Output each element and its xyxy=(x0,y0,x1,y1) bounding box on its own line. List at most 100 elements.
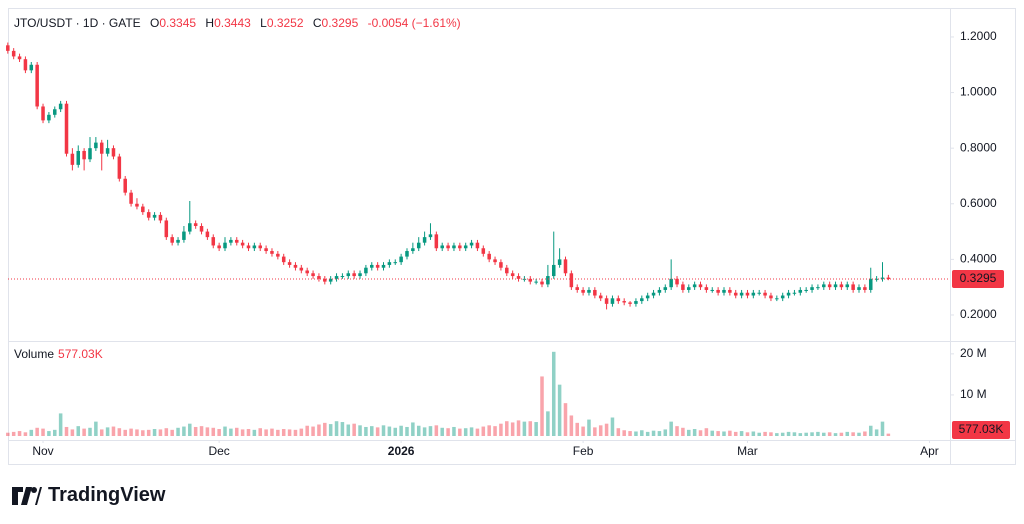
volume-bar xyxy=(323,422,327,436)
volume-bar xyxy=(505,421,509,436)
candle-body xyxy=(199,226,204,232)
candle-body xyxy=(381,264,386,268)
candle-body xyxy=(23,59,28,71)
candle-body xyxy=(463,245,468,249)
ohlc-key: C xyxy=(312,16,322,30)
volume-bar xyxy=(299,428,304,436)
candle-body xyxy=(158,214,163,221)
candle-body xyxy=(240,242,245,246)
volume-bar xyxy=(211,427,216,436)
volume-bar xyxy=(229,428,233,436)
candle-body xyxy=(751,292,756,296)
volume-bar xyxy=(540,376,544,436)
volume-bar xyxy=(469,427,474,436)
volume-bar xyxy=(381,425,386,436)
candle-body xyxy=(129,192,133,204)
volume-bar xyxy=(886,433,891,436)
x-tick-label: Dec xyxy=(208,444,229,458)
volume-bar xyxy=(276,429,280,436)
volume-bar xyxy=(29,429,34,436)
volume-bar xyxy=(698,430,703,436)
candle-body xyxy=(868,278,873,290)
candle-body xyxy=(58,103,63,110)
candle-body xyxy=(827,284,832,288)
candle-body xyxy=(804,289,808,291)
volume-bar xyxy=(370,426,374,436)
candle-body xyxy=(146,212,151,218)
volume-bar xyxy=(563,403,568,436)
candle-body xyxy=(510,273,515,277)
symbol: JTO/USDT · 1D · GATE xyxy=(14,16,141,30)
volume-bar xyxy=(569,415,574,436)
candle-body xyxy=(886,277,891,279)
volume-bar xyxy=(434,425,439,436)
candle-body xyxy=(733,292,738,296)
volume-bar xyxy=(557,384,562,436)
candle-body xyxy=(645,295,650,299)
volume-bar xyxy=(534,422,538,436)
volume-bar xyxy=(681,427,685,436)
candle-body xyxy=(628,302,632,304)
candle-body xyxy=(281,256,286,263)
volume-bar xyxy=(493,426,497,436)
volume-bar xyxy=(528,421,533,436)
volume-bar xyxy=(874,429,879,436)
x-tick-label: Mar xyxy=(737,444,758,458)
volume-bar xyxy=(270,428,274,436)
candle-body xyxy=(105,148,110,154)
volume-bar xyxy=(41,428,45,436)
candle-body xyxy=(857,287,861,290)
y-tick-label: 0.4000 xyxy=(960,252,997,266)
volume-bar xyxy=(804,432,808,436)
candle-body xyxy=(863,287,867,290)
candle-body xyxy=(311,273,315,277)
candle-body xyxy=(663,287,668,290)
volume-bar xyxy=(317,424,321,436)
candle-body xyxy=(188,223,192,232)
candle-body xyxy=(763,292,767,296)
candle-body xyxy=(375,264,380,268)
candle-body xyxy=(534,281,538,283)
candle-body xyxy=(458,245,462,249)
candle-body xyxy=(205,231,210,238)
candle-body xyxy=(780,295,785,299)
volume-bar xyxy=(305,425,309,436)
volume-bar xyxy=(733,431,738,436)
volume-bar xyxy=(845,431,850,436)
candle-body xyxy=(728,289,732,293)
candle-body xyxy=(299,267,304,271)
x-tick-label: Nov xyxy=(32,444,53,458)
volume-value: 577.03K xyxy=(58,347,103,361)
candle-body xyxy=(434,234,439,249)
volume-bar xyxy=(47,431,51,436)
candle-body xyxy=(616,298,621,302)
volume-bar xyxy=(516,420,521,436)
last-price-label: 0.3295 xyxy=(960,271,997,285)
candle-body xyxy=(11,50,16,57)
volume-bar xyxy=(857,432,861,436)
y-tick-label: 1.0000 xyxy=(960,85,997,99)
x-tick-label: Feb xyxy=(573,444,594,458)
volume-bar xyxy=(111,426,116,436)
volume-bar xyxy=(258,428,262,436)
volume-bar xyxy=(640,430,644,436)
volume-bar xyxy=(58,413,63,436)
ohlc-value: 0.3295 xyxy=(321,16,359,30)
candle-body xyxy=(769,295,773,299)
volume-bar xyxy=(364,426,368,436)
candle-body xyxy=(276,253,280,257)
volume-bar xyxy=(452,426,456,436)
volume-bar xyxy=(35,427,39,436)
candle-body xyxy=(440,245,444,249)
candle-body xyxy=(264,248,268,252)
volume-bar xyxy=(751,431,756,436)
volume-bar xyxy=(358,425,362,436)
candle-body xyxy=(135,203,139,207)
candle-body xyxy=(640,298,644,302)
volume-bar xyxy=(11,431,16,436)
candle-body xyxy=(481,248,486,254)
logo: TradingView xyxy=(12,484,165,507)
candle-body xyxy=(845,284,850,288)
volume-bar xyxy=(634,431,638,436)
